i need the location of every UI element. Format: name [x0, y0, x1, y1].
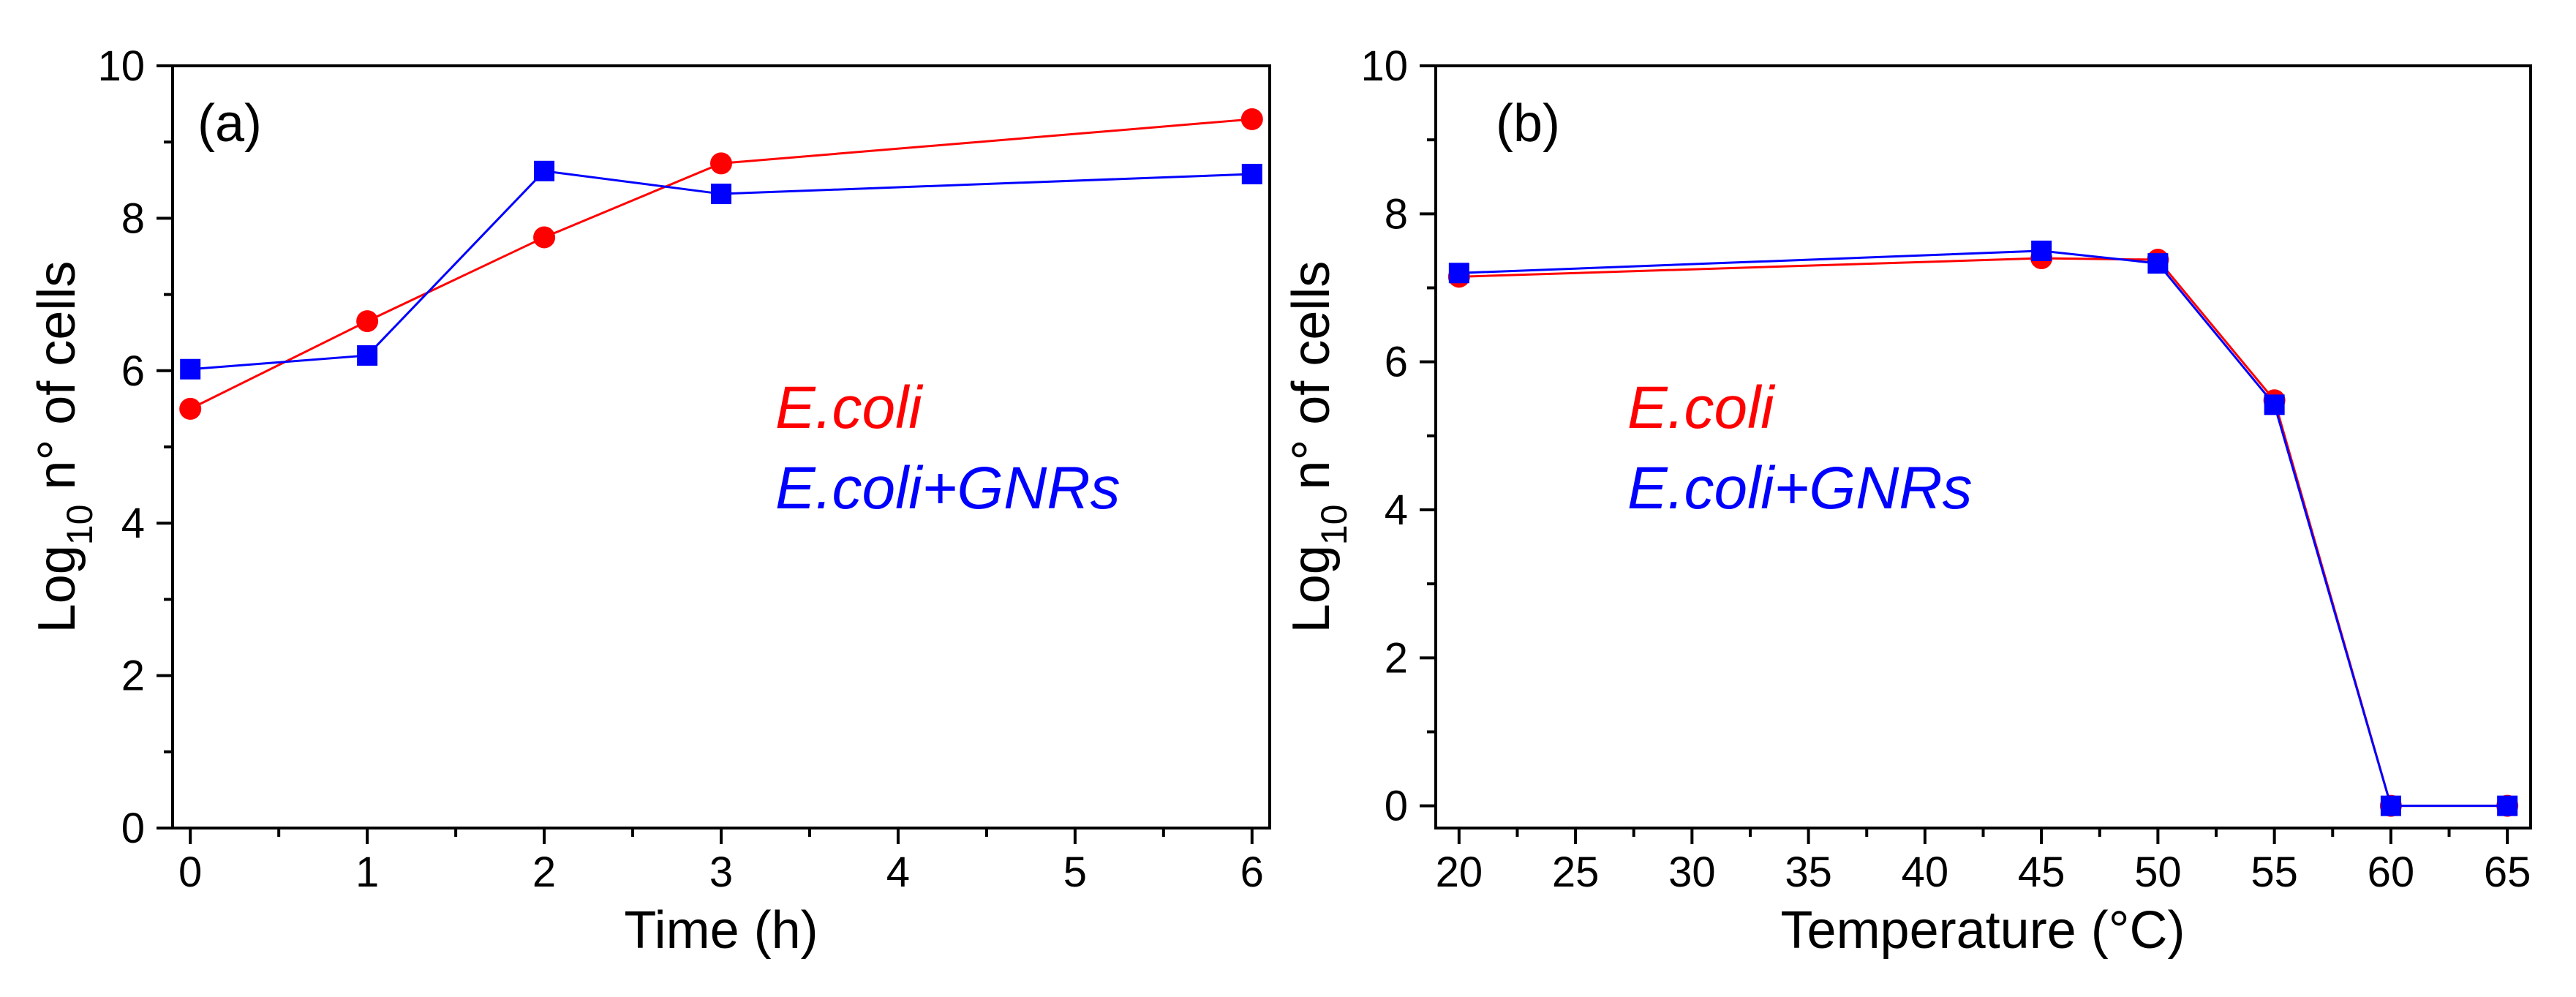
panel-label-b: (b) [1496, 94, 1560, 153]
plot-frame-b [1434, 64, 2532, 829]
y-tick-label-b-10: 10 [1360, 42, 1408, 90]
x-tick-label-b-40: 40 [1902, 849, 1949, 896]
y-axis-title-a: Log10 n° of cells [28, 261, 100, 633]
x-tick-label-b-45: 45 [2018, 849, 2065, 896]
series-b [1447, 240, 2519, 817]
y-tick-label-b-4: 4 [1385, 486, 1408, 534]
y-tick-label-a-6: 6 [121, 347, 145, 395]
point-b-e-coli-gnrs-65 [2497, 795, 2518, 816]
y-tick-label-b-0: 0 [1385, 783, 1408, 830]
y-tick-label-a-0: 0 [121, 805, 145, 852]
point-a-e-coli-gnrs-3 [711, 184, 731, 205]
x-tick-label-a-1: 1 [355, 849, 379, 896]
x-tick-label-a-4: 4 [886, 849, 910, 896]
point-b-e-coli-gnrs-20 [1448, 263, 1469, 284]
x-tick-label-a-5: 5 [1063, 849, 1087, 896]
y-tick-label-b-2: 2 [1385, 634, 1408, 682]
y-tick-label-a-10: 10 [97, 42, 145, 90]
point-a-e-coli-gnrs-2 [534, 160, 555, 181]
point-b-e-coli-gnrs-55 [2264, 394, 2285, 415]
point-a-e-coli-6 [1240, 108, 1263, 130]
x-tick-label-b-65: 65 [2484, 849, 2531, 896]
point-a-e-coli-3 [710, 152, 732, 175]
y-tick-label-a-8: 8 [121, 195, 145, 242]
y-axis-title-b-main: Log [1282, 545, 1341, 633]
ticks-a: 0 1 2 3 4 5 6 0 2 4 6 8 10 [97, 42, 1263, 896]
x-tick-label-a-0: 0 [178, 849, 202, 896]
x-tick-label-b-60: 60 [2368, 849, 2415, 896]
y-axis-title-a-rest: n° of cells [28, 261, 86, 505]
series-line-b-e-coli [1458, 257, 2508, 808]
point-b-e-coli-gnrs-50 [2147, 253, 2169, 274]
y-axis-title-b: Log10 n° of cells [1282, 261, 1355, 633]
point-a-e-coli-2 [533, 226, 556, 249]
y-axis-title-a-sub: 10 [59, 505, 100, 546]
panel-a: (a) Time (h) Log10 n° of cells 0 1 2 3 4 5 602… [28, 42, 1271, 960]
y-tick-label-b-6: 6 [1385, 339, 1408, 386]
y-tick-label-a-2: 2 [121, 652, 145, 700]
point-a-e-coli-0 [179, 397, 202, 420]
x-tick-label-b-30: 30 [1668, 849, 1716, 896]
x-tick-label-a-6: 6 [1240, 849, 1264, 896]
x-tick-label-b-25: 25 [1552, 849, 1600, 896]
point-a-e-coli-1 [356, 310, 379, 333]
point-b-e-coli-gnrs-45 [2031, 240, 2052, 261]
x-axis-title-a: Time (h) [624, 901, 818, 960]
series-a [179, 108, 1263, 420]
y-axis-title-b-sub: 10 [1314, 505, 1355, 546]
legend-entry-ecoli-a: E.coli [775, 375, 924, 441]
y-axis-title-a-main: Log [28, 545, 86, 633]
point-a-e-coli-gnrs-0 [180, 358, 201, 380]
panel-b: (b) Temperature (°C) Log10 n° of cells 2… [1282, 42, 2532, 960]
series-line-b-e-coli-gnrs [1458, 249, 2508, 808]
x-axis-title-b: Temperature (°C) [1781, 901, 2185, 960]
y-tick-label-a-4: 4 [121, 500, 145, 547]
point-b-e-coli-gnrs-60 [2380, 795, 2401, 816]
x-tick-label-b-55: 55 [2251, 849, 2298, 896]
x-tick-label-a-2: 2 [532, 849, 556, 896]
y-tick-label-b-8: 8 [1385, 190, 1408, 238]
x-tick-label-a-3: 3 [709, 849, 733, 896]
y-axis-title-b-rest: n° of cells [1282, 261, 1341, 505]
legend-entry-ecoli-gnrs-b: E.coli+GNRs [1627, 455, 1973, 522]
ticks-b: 20 25 30 35 40 45 50 55 60 65 0 2 4 6 8 10 [1360, 42, 2531, 896]
x-tick-label-b-50: 50 [2134, 849, 2182, 896]
legend-entry-ecoli-gnrs-a: E.coli+GNRs [775, 455, 1121, 522]
panel-label-a: (a) [197, 94, 262, 153]
point-a-e-coli-gnrs-6 [1241, 163, 1262, 184]
x-tick-label-b-20: 20 [1436, 849, 1483, 896]
x-tick-label-b-35: 35 [1785, 849, 1832, 896]
point-a-e-coli-gnrs-1 [357, 345, 378, 366]
legend-entry-ecoli-b: E.coli [1627, 375, 1776, 441]
